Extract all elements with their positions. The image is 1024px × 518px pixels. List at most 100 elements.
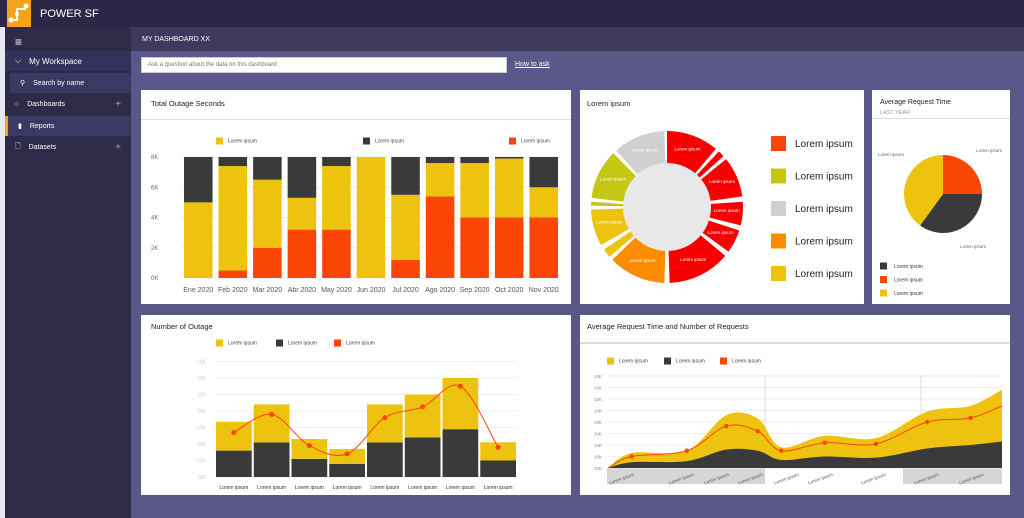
sidebar-item-reports[interactable]: ▮ Reports <box>5 116 131 136</box>
bar-segment <box>494 217 524 278</box>
legend-swatch <box>276 339 283 347</box>
sidebar-item-datasets[interactable]: 🗋 Datasets + <box>5 137 131 157</box>
divider <box>872 118 1010 119</box>
legend-swatch <box>880 262 887 270</box>
line-point <box>779 448 784 453</box>
slice-label: Lorem ipsum <box>976 148 1002 153</box>
donut-hole <box>623 163 711 251</box>
bar-segment <box>425 196 455 278</box>
sidebar-item-label: Dashboards <box>27 100 65 108</box>
card-request-area: Average Request Time and Number of Reque… <box>580 315 1010 495</box>
bar-segment <box>287 229 317 278</box>
search-input[interactable]: ⚲ Search by name <box>10 73 131 93</box>
y-tick-label: 8K <box>151 155 158 161</box>
segment-label: Lorem ipsum <box>709 179 735 184</box>
x-tick-label: Lorem ipsum <box>484 485 513 491</box>
legend-swatch <box>880 289 887 297</box>
how-to-ask-link[interactable]: How to ask <box>515 61 550 68</box>
x-tick-label: Lorem ipsum <box>370 485 399 491</box>
bar-segment <box>253 179 282 248</box>
bar-segment <box>480 442 516 461</box>
bar-segment <box>442 429 479 477</box>
legend-label: Lorem ipsum <box>346 341 375 347</box>
bar-segment <box>425 163 455 197</box>
x-tick-label: Lorem ipsum <box>257 485 286 491</box>
bar-segment <box>184 202 213 278</box>
segment-label: Lorem ipsum <box>600 177 626 182</box>
chart-donut: Lorem ipsum Lorem ipsum Lorem ipsum Lorem i… <box>591 131 853 283</box>
bar-segment <box>460 163 489 218</box>
search-placeholder: Search by name <box>33 79 85 87</box>
sidebar-item-dashboards[interactable]: ○ Dashboards + <box>5 94 131 114</box>
chart-request-area: Lorem ipsum Lorem ipsum Lorem ipsum 10K 10K 1… <box>594 357 1003 486</box>
legend-label: Lorem ipsum <box>894 291 923 297</box>
x-tick-label: Ene 2020 <box>183 287 213 294</box>
segment-label: Lorem ipsum <box>630 258 656 263</box>
legend-swatch <box>509 137 516 145</box>
bar-segment <box>391 259 420 278</box>
report-icon: ▮ <box>18 123 22 130</box>
legend-swatch <box>880 276 887 283</box>
bar-segment <box>329 463 365 477</box>
bar-segment <box>218 166 248 271</box>
y-tick-label: 10K <box>197 409 207 415</box>
line-point <box>684 448 689 453</box>
legend-swatch <box>607 357 614 365</box>
y-tick-label: 10K <box>594 374 602 379</box>
x-tick-label: Ago 2020 <box>425 287 455 294</box>
y-tick-label: 10K <box>197 426 207 432</box>
legend-label: Lorem ipsum <box>795 269 853 280</box>
bar-segment <box>494 158 524 218</box>
x-tick-label: Lorem ipsum <box>295 485 324 491</box>
workspace-label: My Workspace <box>29 56 82 66</box>
line-point <box>306 443 312 449</box>
bar-segment <box>322 166 351 230</box>
y-tick-label: 10K <box>197 360 207 366</box>
menu-toggle-button[interactable]: ≡ <box>5 32 131 52</box>
legend-label: Lorem ipsum <box>894 264 923 270</box>
workspace-selector[interactable]: ⌵ My Workspace <box>5 51 131 71</box>
bar-segment <box>218 157 248 167</box>
divider <box>141 119 571 120</box>
bar-segment <box>184 157 213 203</box>
line-point <box>968 415 973 421</box>
bar-segment <box>322 157 351 167</box>
add-dataset-button[interactable]: + <box>115 141 121 153</box>
bar-segment <box>404 437 441 477</box>
legend-label: Lorem ipsum <box>619 359 648 365</box>
bar-segment <box>287 157 317 198</box>
card-avg-request: Average Request Time LAST YEAR Lorem ips… <box>872 90 1010 304</box>
x-tick-label: Lorem ipsum <box>860 472 886 486</box>
sidebar-item-label: Datasets <box>28 143 57 151</box>
x-tick-label: Jun 2020 <box>357 287 386 294</box>
y-tick-label: 0K <box>151 276 158 282</box>
segment-label: Lorem ipsum <box>680 257 706 262</box>
chart-num-outage: Lorem ipsum Lorem ipsum Lorem ipsum 10K 10K 1… <box>197 339 517 491</box>
card-outage-seconds: Total Outage Seconds Lorem ipsum Lorem ip… <box>141 90 571 304</box>
qa-input[interactable]: Ask a question about the data on this da… <box>141 57 507 73</box>
area-series <box>608 389 1002 468</box>
line-point <box>420 404 426 410</box>
bar-segment <box>460 217 489 278</box>
pie-slice <box>904 155 943 226</box>
legend-label: Lorem ipsum <box>228 139 257 145</box>
x-band <box>607 468 765 484</box>
add-dashboard-button[interactable]: + <box>115 98 121 110</box>
logo[interactable] <box>7 0 31 27</box>
chevron-down-icon: ⌵ <box>15 56 22 65</box>
x-tick-label: Sep 2020 <box>460 287 490 294</box>
x-tick-label: Lorem ipsum <box>446 485 475 491</box>
legend-swatch <box>216 339 223 347</box>
y-tick-label: 10K <box>197 459 207 465</box>
sidebar-item-label: Reports <box>29 122 55 130</box>
chart-avg-request: Lorem ipsum Lorem ipsum Lorem ipsum Lorem i… <box>878 148 1002 297</box>
legend-swatch <box>334 339 341 347</box>
bar-segment <box>216 450 252 477</box>
area-series <box>608 441 1002 468</box>
card-title: Number of Outage <box>151 322 213 331</box>
pie-slice <box>920 194 982 233</box>
legend-swatch <box>771 233 786 249</box>
card-title: Average Request Time and Number of Reque… <box>587 322 749 331</box>
x-tick-label: Mar 2020 <box>253 287 283 294</box>
bar-segment <box>529 157 558 188</box>
